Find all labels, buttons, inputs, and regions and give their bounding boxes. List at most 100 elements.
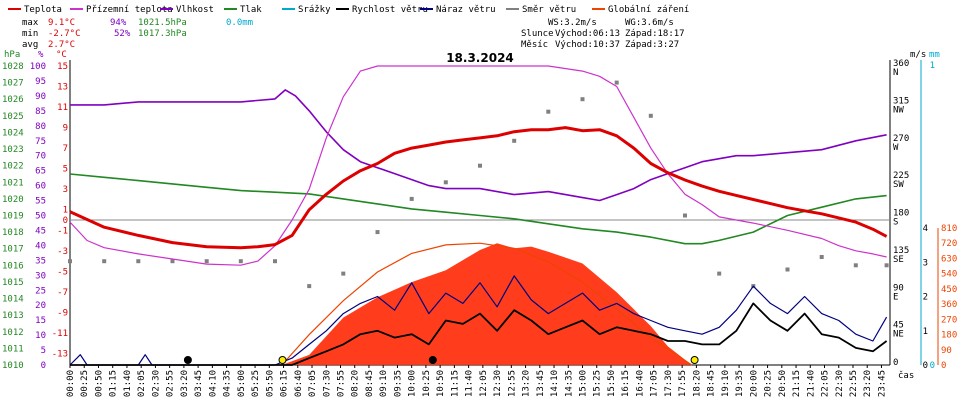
temp-tick-label: 15 xyxy=(57,62,68,72)
rad-tick-label: 450 xyxy=(941,285,957,295)
time-tick-label: 05:50 xyxy=(265,370,275,397)
info-block: WS:3.2m/s WG:3.6m/s Slunce Východ:06:13 … xyxy=(521,18,685,50)
temp-tick-label: -5 xyxy=(57,267,68,277)
hpa-tick-label: 1025 xyxy=(2,112,24,122)
sunrise-marker xyxy=(278,356,287,364)
info-moonset: Západ:3:27 xyxy=(625,40,679,50)
pct-tick-label: 100 xyxy=(30,62,46,72)
ms-unit-label: m/s xyxy=(910,50,926,60)
pct-tick-label: 15 xyxy=(35,316,46,326)
moonrise-marker xyxy=(428,356,437,364)
legend-label: Globální záření xyxy=(608,5,689,15)
wdir-compass-label: E xyxy=(893,292,898,302)
pct-tick-label: 80 xyxy=(35,122,46,132)
wind-direction-point xyxy=(717,271,722,276)
wind-direction-point xyxy=(136,259,141,264)
wind-gust-line xyxy=(69,275,888,366)
time-tick-label: 23:45 xyxy=(877,370,887,397)
time-tick-label: 14:10 xyxy=(550,370,560,397)
hpa-tick-label: 1020 xyxy=(2,195,24,205)
ground-temperature-line xyxy=(69,65,887,266)
wind-direction-point xyxy=(683,213,687,218)
hpa-tick-label: 1015 xyxy=(2,278,24,288)
wdir-tick-label: 135 xyxy=(893,246,909,256)
time-tick-label: 16:15 xyxy=(621,370,631,397)
rad-tick-label: 90 xyxy=(941,346,952,356)
pct-tick-label: 60 xyxy=(35,182,46,192)
astro-markers-layer xyxy=(183,356,699,364)
legend-label: Směr větru xyxy=(522,5,576,15)
rain-axis: 10 xyxy=(930,61,935,371)
pct-tick-label: 65 xyxy=(35,167,46,177)
pct-tick-label: 10 xyxy=(35,331,46,341)
stats-max-label: max xyxy=(22,18,39,28)
rad-tick-label: 540 xyxy=(941,270,957,280)
pct-tick-label: 45 xyxy=(35,226,46,236)
time-tick-label: 19:10 xyxy=(721,370,731,397)
time-tick-label: 12:05 xyxy=(479,370,489,397)
time-tick-label: 18:20 xyxy=(692,370,702,397)
pct-tick-label: 40 xyxy=(35,241,46,251)
wind-direction-point xyxy=(443,180,448,185)
temp-tick-label: 7 xyxy=(63,144,68,154)
temp-unit-label: °C xyxy=(56,50,67,60)
hpa-tick-label: 1010 xyxy=(2,361,24,371)
humidity-line xyxy=(70,89,887,202)
time-tick-label: 20:50 xyxy=(778,370,788,397)
temp-tick-label: 11 xyxy=(57,103,68,113)
pct-tick-label: 30 xyxy=(35,271,46,281)
time-tick-label: 08:20 xyxy=(351,370,361,397)
pct-tick-label: 5 xyxy=(41,346,46,356)
time-tick-label: 10:50 xyxy=(436,370,446,397)
time-tick-label: 18:45 xyxy=(707,370,717,397)
rad-tick-label: 810 xyxy=(941,224,957,234)
hpa-tick-label: 1014 xyxy=(2,295,24,305)
wind-direction-point xyxy=(819,255,824,259)
stats-max-press: 1021.5hPa xyxy=(138,18,187,28)
wind-direction-point xyxy=(614,80,619,85)
wind-direction-point xyxy=(512,138,517,143)
time-tick-label: 05:25 xyxy=(251,370,261,397)
wind-direction-layer xyxy=(68,80,889,289)
hpa-axis: 1028 1027 1026 1025 1024 1023 1022 1021 1020 1019… xyxy=(2,62,24,371)
chart-title: 18.3.2024 xyxy=(446,51,514,65)
wdir-compass-label: SE xyxy=(893,255,904,265)
hpa-tick-label: 1017 xyxy=(2,245,24,255)
temp-tick-label: -1 xyxy=(57,226,68,236)
time-tick-label: 16:40 xyxy=(635,370,645,397)
time-tick-label: 06:15 xyxy=(280,370,290,397)
legend-label: Náraz větru xyxy=(436,5,496,15)
time-tick-label: 19:35 xyxy=(735,370,745,397)
wind-direction-point xyxy=(375,230,380,235)
rad-tick-label: 720 xyxy=(941,239,957,249)
hpa-tick-label: 1013 xyxy=(2,311,24,321)
temp-tick-label: 13 xyxy=(57,83,68,93)
time-tick-label: 21:40 xyxy=(806,370,816,397)
hpa-tick-label: 1019 xyxy=(2,212,24,222)
rad-tick-label: 360 xyxy=(941,300,957,310)
rad-tick-label: 180 xyxy=(941,331,957,341)
time-tick-label: 11:15 xyxy=(450,370,460,397)
wdir-compass-label: S xyxy=(893,218,898,228)
stats-block: max 9.1°C 94% 1021.5hPa 0.0mm min -2.7°C… xyxy=(22,18,253,50)
time-tick-label: 04:35 xyxy=(223,370,233,397)
time-tick-label: 03:45 xyxy=(194,370,204,397)
temp-tick-label: -9 xyxy=(57,308,68,318)
radiation-layer xyxy=(281,243,692,365)
axis-units: hPa % °C m/s mm čas xyxy=(4,50,940,381)
time-tick-label: 20:00 xyxy=(749,370,759,397)
legend-label: Tlak xyxy=(240,5,262,15)
time-tick-label: 09:10 xyxy=(379,370,389,397)
time-tick-label: 00:50 xyxy=(94,370,104,397)
info-sunset: Západ:18:17 xyxy=(625,29,685,39)
wind-direction-point xyxy=(170,259,175,264)
temp-axis: 15 13 11 9 7 5 3 10-1 -3 -5 -7 -9 -11 -13 xyxy=(52,62,68,359)
stats-avg-temp: 2.7°C xyxy=(48,40,75,50)
stats-min-label: min xyxy=(22,29,38,39)
temp-tick-label: 3 xyxy=(63,185,68,195)
time-tick-label: 17:55 xyxy=(678,370,688,397)
x-axis-label: čas xyxy=(898,370,914,381)
time-tick-label: 07:30 xyxy=(322,370,332,397)
time-tick-label: 20:25 xyxy=(764,370,774,397)
stats-max-temp: 9.1°C xyxy=(48,18,75,28)
